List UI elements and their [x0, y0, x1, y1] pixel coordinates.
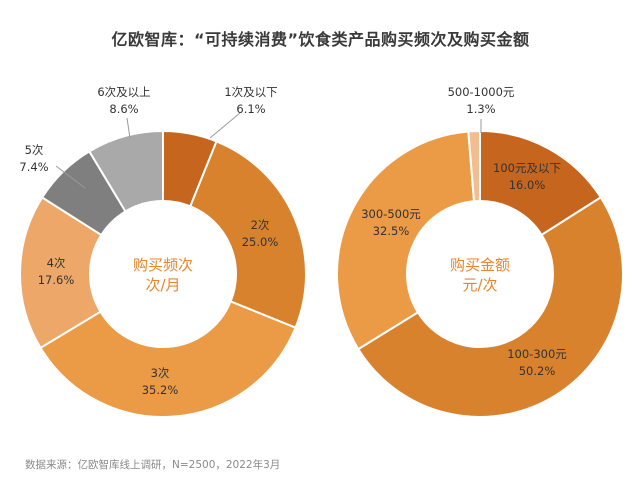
- donut-2-slice-3-label: 300-500元: [361, 207, 421, 221]
- donut-1-slice-6-label: 6次及以上: [97, 85, 150, 99]
- donut-1-slice-3-label: 3次: [151, 366, 170, 380]
- donut-2-slice-3-value: 32.5%: [373, 224, 410, 238]
- donut-1-slice-6: [87, 129, 164, 213]
- donut-1-center-label-1: 购买频次: [133, 256, 193, 274]
- donut-2-center-label-1: 购买金额: [450, 256, 510, 274]
- donut-1-slice-3: [39, 300, 297, 418]
- chart-title: 亿欧智库：“可持续消费”饮食类产品购买频次及购买金额: [111, 30, 530, 49]
- donut-chart-2: 100元及以下 16.0% 100-300元 50.2% 300-500元 32.5% 50…: [336, 85, 624, 419]
- donut-2-slice-4-label: 500-1000元: [448, 85, 515, 99]
- donut-chart-1: 1次及以下 6.1% 2次 25.0% 3次 35.2% 4次 17.6% 5次 7.4% 6次及以…: [19, 85, 307, 418]
- donut-1-slice-5-value: 7.4%: [19, 160, 48, 174]
- donut-1-slice-4-value: 17.6%: [38, 273, 75, 287]
- donut-2-slice-3: [336, 130, 476, 351]
- donut-2-center-label-2: 元/次: [462, 276, 497, 294]
- donut-1-slice-6-value: 8.6%: [109, 102, 138, 116]
- donut-1-slice-5-label: 5次: [25, 143, 44, 157]
- donut-2-slice-4-value: 1.3%: [466, 102, 495, 116]
- donut-1-slice-2-label: 2次: [251, 218, 270, 232]
- donut-1-center-label-2: 次/月: [145, 276, 180, 294]
- donut-2-slice-2: [356, 195, 624, 419]
- donut-1-slice-4-label: 4次: [47, 256, 66, 270]
- donut-1-leader-line-5: [55, 165, 86, 189]
- donut-1-leader-line-1: [209, 112, 241, 139]
- data-source-note: 数据来源：亿欧智库线上调研，N=2500，2022年3月: [25, 459, 281, 471]
- donut-1-slice-3-value: 35.2%: [142, 383, 179, 397]
- donut-2-slice-2-value: 50.2%: [519, 364, 556, 378]
- donut-2-slice-1-value: 16.0%: [509, 178, 546, 192]
- donut-2-slice-4: [467, 129, 481, 203]
- donut-1-leader-line-6: [126, 117, 131, 139]
- donut-2-slice-1-label: 100元及以下: [493, 161, 561, 175]
- donut-1-slice-1-value: 6.1%: [236, 102, 265, 116]
- donut-1-slice-2-value: 25.0%: [242, 235, 279, 249]
- donut-1-slice-2: [189, 140, 307, 330]
- donut-1-slice-1-label: 1次及以下: [224, 85, 277, 99]
- donut-2-slice-2-label: 100-300元: [507, 347, 567, 361]
